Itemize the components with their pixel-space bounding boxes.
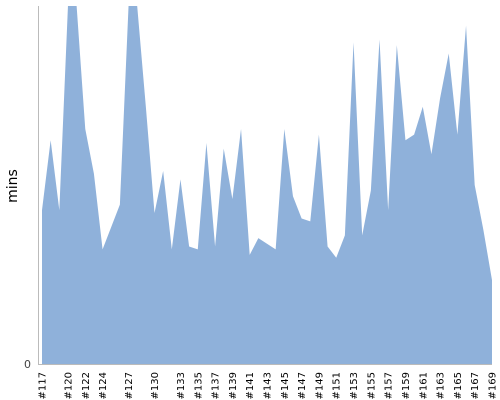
x-tick-label: #143 <box>263 372 274 399</box>
x-tick-label: #157 <box>384 372 395 399</box>
plot-area <box>42 6 492 364</box>
x-tick-label: #127 <box>124 372 135 399</box>
x-tick-label: #151 <box>332 372 343 399</box>
x-tick-label: #141 <box>245 372 256 399</box>
x-tick-label: #139 <box>228 372 239 399</box>
x-tick-label: #159 <box>401 372 412 399</box>
x-tick-label: #133 <box>176 372 187 399</box>
x-tick-label: #130 <box>150 372 161 399</box>
x-tick-label: #124 <box>98 372 109 399</box>
x-tick-label: #137 <box>211 372 222 399</box>
x-tick-label: #161 <box>418 372 429 399</box>
x-tick-label: #167 <box>470 372 481 399</box>
y-axis-label: mins <box>5 169 21 203</box>
x-tick-label: #147 <box>297 372 308 399</box>
x-tick-label: #117 <box>38 372 49 399</box>
x-tick-label: #165 <box>453 372 464 399</box>
series-area <box>42 6 492 364</box>
x-tick-label: #122 <box>81 372 92 399</box>
x-tick-label: #163 <box>436 372 447 399</box>
x-tick-label: #155 <box>366 372 377 399</box>
x-tick-labels: #117 #120 #122 #124 #127 #130 #133 #135 #137 #139… <box>38 372 499 399</box>
y-tick-label: 0 <box>24 358 31 371</box>
x-tick-label: #153 <box>349 372 360 399</box>
x-tick-label: #120 <box>64 372 75 399</box>
x-tick-label: #145 <box>280 372 291 399</box>
x-tick-label: #169 <box>488 372 499 399</box>
x-tick-label: #135 <box>193 372 204 399</box>
x-tick-label: #149 <box>314 372 325 399</box>
